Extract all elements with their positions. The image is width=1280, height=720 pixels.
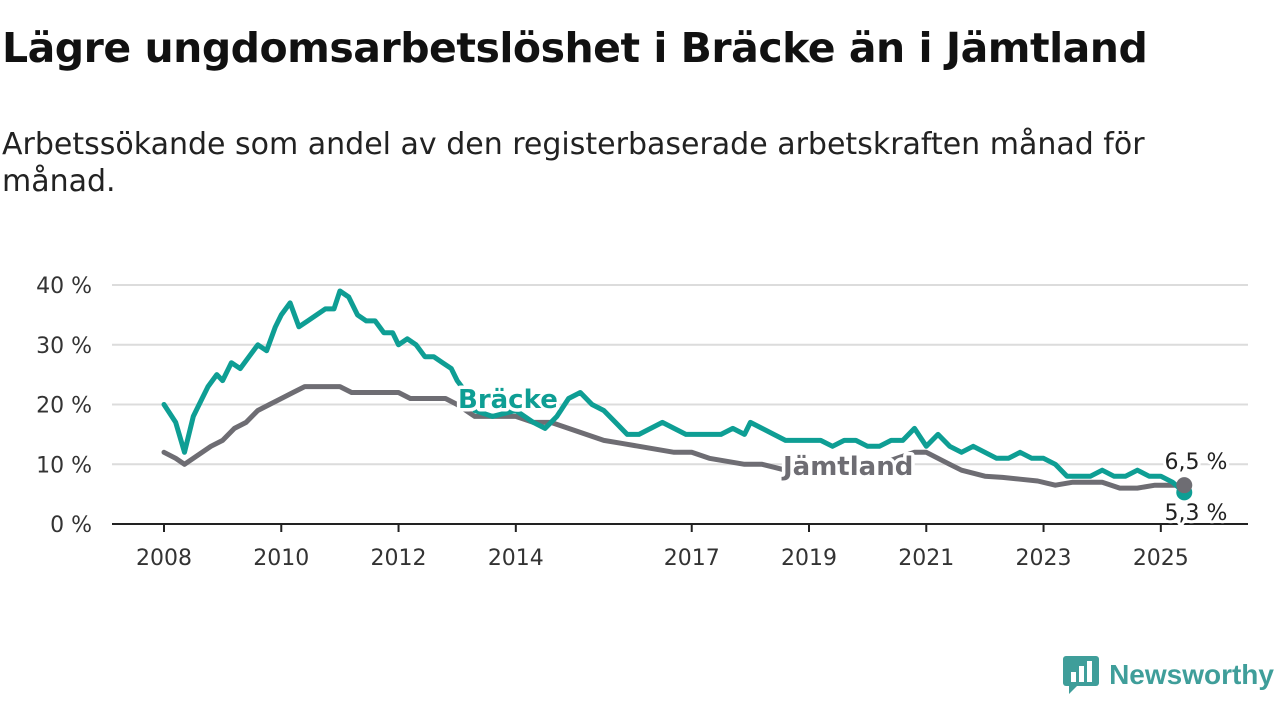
y-tick-label: 0 % [50, 513, 92, 538]
x-axis-ticks: 2008 2010 2012 2014 2017 2019 2021 2023 2025 [136, 524, 1189, 571]
end-point-jamtland [1176, 477, 1193, 494]
end-label-jamtland: 6,5 % [1165, 450, 1228, 475]
series-line-bracke [161, 288, 1187, 495]
page-subtitle: Arbetssökande som andel av den registerb… [2, 127, 1145, 199]
y-tick-label: 40 % [36, 274, 92, 299]
x-tick-label: 2023 [1016, 546, 1072, 571]
brand-name: Newsworthy [1109, 659, 1274, 690]
y-tick-label: 10 % [36, 453, 92, 478]
grid-lines [112, 284, 1248, 525]
line-chart: 0 % 10 % 20 % 30 % 40 % 2008 2010 2012 2014 2017… [36, 274, 1248, 571]
newsworthy-logo-icon [1063, 656, 1100, 694]
series-line-jamtland [161, 384, 1187, 491]
y-tick-label: 20 % [36, 394, 92, 419]
x-tick-label: 2025 [1133, 546, 1189, 571]
x-tick-label: 2008 [136, 546, 192, 571]
series-label-bracke: Bräcke [458, 385, 558, 415]
series-lines [161, 288, 1193, 501]
x-tick-label: 2021 [898, 546, 954, 571]
brand-logo: Newsworthy [1063, 656, 1274, 694]
y-tick-label: 30 % [36, 334, 92, 359]
series-label-jamtland: Jämtland [781, 452, 913, 482]
series-labels: Bräcke Jämtland 6,5 % 5,3 % [455, 382, 1231, 530]
x-tick-label: 2019 [781, 546, 837, 571]
x-tick-label: 2014 [488, 546, 544, 571]
x-tick-label: 2017 [664, 546, 720, 571]
end-label-bracke: 5,3 % [1165, 501, 1228, 526]
y-axis-ticks: 0 % 10 % 20 % 30 % 40 % [36, 274, 92, 538]
x-tick-label: 2012 [371, 546, 427, 571]
page-title: Lägre ungdomsarbetslöshet i Bräcke än i … [2, 24, 1148, 72]
x-tick-label: 2010 [253, 546, 309, 571]
